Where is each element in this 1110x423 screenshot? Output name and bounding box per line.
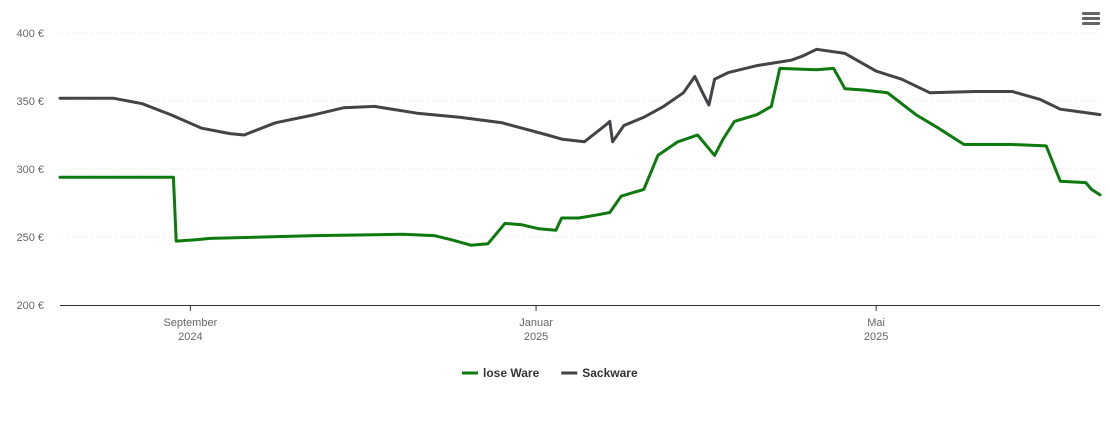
y-tick-label: 250 € xyxy=(16,232,44,244)
x-tick-year: 2024 xyxy=(178,331,202,343)
legend[interactable]: lose Ware Sackware xyxy=(462,366,638,380)
x-tick-year: 2025 xyxy=(864,331,888,343)
legend-label: lose Ware xyxy=(483,366,540,380)
gridlines xyxy=(60,32,1100,238)
x-tick-year: 2025 xyxy=(524,331,548,343)
x-tick-month: Januar xyxy=(519,317,553,329)
hamburger-menu-icon[interactable] xyxy=(1082,12,1100,28)
y-axis: 200 € 250 € 300 € 350 € 400 € xyxy=(16,28,44,312)
y-tick-label: 350 € xyxy=(16,96,44,108)
x-tick-month: September xyxy=(163,317,217,329)
x-axis: September 2024 Januar 2025 Mai 2025 xyxy=(60,305,1100,343)
y-tick-label: 400 € xyxy=(16,28,44,40)
x-tick-month: Mai xyxy=(867,317,885,329)
y-tick-label: 300 € xyxy=(16,164,44,176)
y-tick-label: 200 € xyxy=(16,300,44,312)
series-lines xyxy=(58,47,1102,247)
legend-item-lose-ware[interactable]: lose Ware xyxy=(462,366,540,380)
legend-label: Sackware xyxy=(582,366,638,380)
series-line-sackware[interactable] xyxy=(58,47,1102,144)
series-line-lose-ware[interactable] xyxy=(58,66,1102,247)
legend-item-sackware[interactable]: Sackware xyxy=(561,366,638,380)
